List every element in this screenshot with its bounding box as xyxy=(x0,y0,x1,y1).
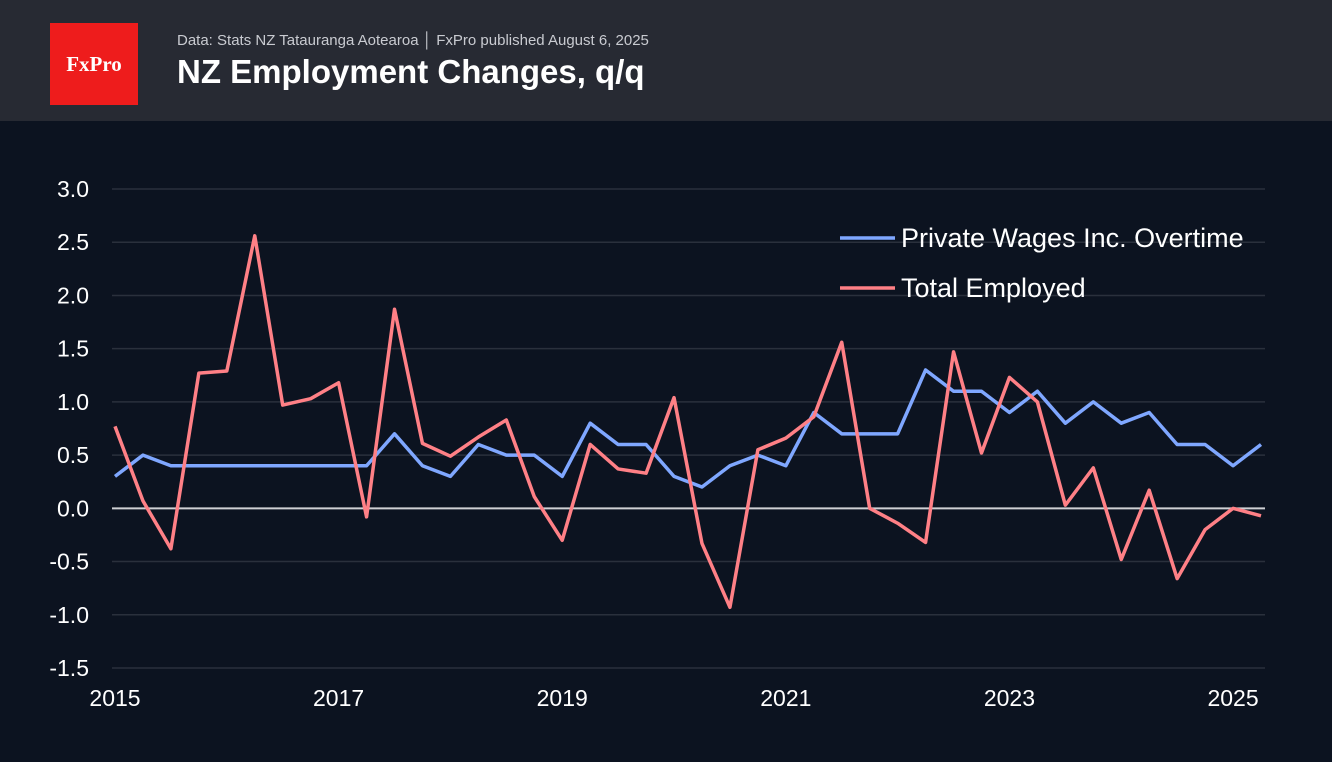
fxpro-logo: FxPro xyxy=(50,23,138,105)
y-tick-label: -1.0 xyxy=(49,602,89,628)
y-tick-label: -1.5 xyxy=(49,655,89,681)
chart-title: NZ Employment Changes, q/q xyxy=(177,53,645,90)
y-tick-label: 0.5 xyxy=(57,442,89,468)
y-tick-label: 2.5 xyxy=(57,229,89,255)
x-tick-label: 2023 xyxy=(984,685,1035,711)
y-tick-label: 1.5 xyxy=(57,336,89,362)
series-line-private-wages xyxy=(113,368,1263,489)
x-tick-label: 2015 xyxy=(89,685,140,711)
x-tick-label: 2025 xyxy=(1207,685,1258,711)
x-tick-label: 2019 xyxy=(537,685,588,711)
header: FxPro Data: Stats NZ Tatauranga Aotearoa… xyxy=(0,0,1332,121)
x-tick-label: 2021 xyxy=(760,685,811,711)
y-tick-label: 2.0 xyxy=(57,282,89,308)
series-line-total-employed xyxy=(113,234,1262,610)
legend-label: Private Wages Inc. Overtime xyxy=(901,223,1244,253)
y-tick-label: 1.0 xyxy=(57,389,89,415)
legend-label: Total Employed xyxy=(901,273,1086,303)
y-tick-label: -0.5 xyxy=(49,549,89,575)
x-tick-label: 2017 xyxy=(313,685,364,711)
y-tick-label: 3.0 xyxy=(57,176,89,202)
source-line: Data: Stats NZ Tatauranga Aotearoa │ FxP… xyxy=(177,32,649,49)
y-tick-label: 0.0 xyxy=(57,495,89,521)
